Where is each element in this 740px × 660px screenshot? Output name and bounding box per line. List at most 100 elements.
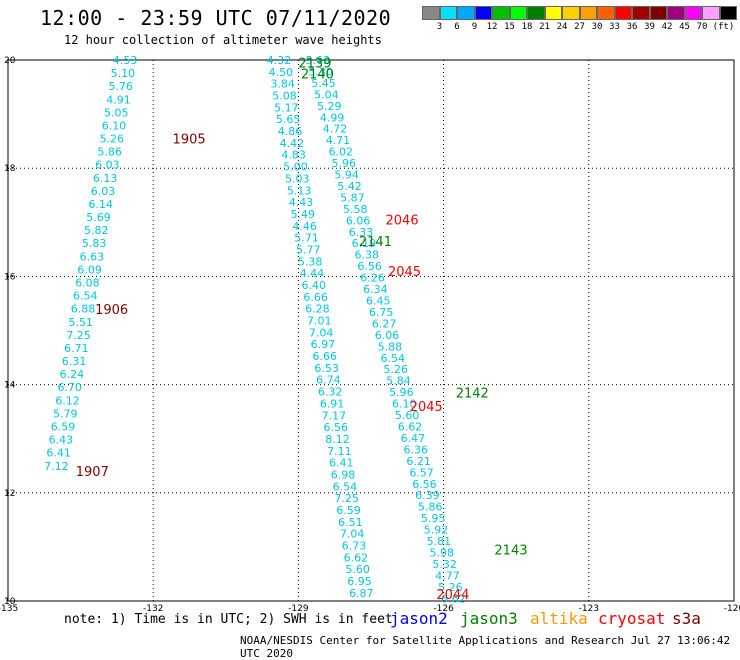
y-tick-label: 12 [4,489,15,499]
colorbar-label: 15 [504,22,515,32]
wave-height-value: 6.73 [342,540,367,553]
wave-height-value: 5.30 [308,65,333,78]
satellite-legend-altika: altika [530,609,588,628]
wave-height-value: 4.99 [320,111,345,124]
wave-height-value: 6.66 [303,291,328,304]
wave-height-value: 6.88 [71,303,96,316]
wave-height-value: 6.19 [352,237,377,250]
wave-height-value: 5.04 [314,88,339,101]
wave-height-value: 6.03 [91,185,116,198]
wave-height-value: 5.77 [296,243,321,256]
wave-height-value: 6.34 [363,283,388,296]
colorbar-swatch [667,6,685,20]
wave-height-value: 4.43 [289,196,314,209]
colorbar-swatch [562,6,580,20]
wave-height-value: 5.76 [108,80,133,93]
wave-height-value: 6.38 [355,249,380,262]
colorbar-label: 39 [644,22,655,32]
wave-height-value: 6.71 [64,342,89,355]
wave-height-value: 6.41 [329,457,354,470]
wave-height-value: 6.56 [357,260,382,273]
colorbar-label: 30 [591,22,603,32]
colorbar-swatch [632,6,650,20]
colorbar-label: 27 [574,22,585,32]
wave-height-value: 5.60 [395,409,420,422]
colorbar-swatch [527,6,545,20]
wave-height-value: 6.45 [366,295,391,308]
wave-height-value: 6.08 [75,277,100,290]
wave-height-value: 5.60 [345,563,370,576]
wave-height-value: 6.62 [344,551,369,564]
wave-height-value: 6.02 [329,146,354,159]
wave-height-value: 5.13 [287,184,312,197]
pass-time-label: 2045 [388,265,421,280]
colorbar-label: 18 [521,22,533,32]
colorbar-label: 12 [486,22,498,32]
wave-height-value: 6.91 [320,397,345,410]
wave-height-value: 5.86 [418,501,443,514]
wave-height-value: 6.03 [95,159,120,172]
wave-height-value: 5.86 [97,146,122,159]
colorbar-label: 42 [661,22,673,32]
satellite-legend-cryosat: cryosat [598,609,666,628]
pass-time-label: 2143 [494,544,527,559]
colorbar-swatch [422,6,440,20]
colorbar-swatch [702,6,720,20]
wave-height-value: 7.17 [322,409,347,422]
wave-height-value: 6.62 [398,420,423,433]
colorbar-swatch [544,6,562,20]
colorbar-label: 70 [696,22,708,32]
credit-line: NOAA/NESDIS Center for Satellite Applica… [240,634,731,660]
wave-height-value: 5.08 [272,90,297,103]
satellite-legend-s3a: s3a [672,609,701,628]
wave-height-value: 7.04 [309,326,334,339]
wave-height-value: 6.14 [88,198,113,211]
wave-height-value: 5.26 [383,363,408,376]
wave-height-value: 7.04 [340,528,365,541]
pass-time-label: 2044 [436,588,469,603]
pass-time-label: 1906 [95,303,128,318]
pass-time-label: 2139 [298,57,331,72]
wave-height-value: 5.96 [331,157,356,170]
wave-height-value: 6.54 [380,352,405,365]
wave-height-value: 6.62 [441,592,466,605]
wave-height-value: 6.95 [347,575,372,588]
wave-height-value: 5.87 [340,191,365,204]
colorbar-swatch [474,6,492,20]
wave-height-value: 6.47 [401,432,426,445]
x-tick-label: -135 [0,604,18,614]
wave-height-value: 6.33 [349,226,374,239]
x-tick-label: -132 [143,604,163,614]
wave-height-value: 6.06 [375,329,400,342]
wave-height-value: 4.72 [323,123,348,136]
colorbar-label: (ft) [712,22,735,32]
wave-height-value: 5.49 [291,208,316,221]
x-tick-label: -126 [433,604,454,614]
wave-height-value: 5.05 [104,106,129,119]
wave-height-value: 6.70 [57,381,82,394]
pass-time-label: 1905 [173,132,206,147]
wave-height-value: 5.92 [424,524,449,537]
plot-frame [7,59,735,602]
wave-height-value: 5.29 [317,100,342,113]
wave-height-value: 5.94 [334,169,359,182]
colorbar-label: 24 [556,22,568,32]
wave-height-value: 5.03 [285,172,310,185]
wave-height-value: 6.43 [49,434,74,447]
wave-height-value: 6.40 [302,279,327,292]
colorbar-label: 33 [609,22,620,32]
y-tick-label: 10 [4,597,16,607]
satellite-tracks: 4.535.105.764.915.056.105.265.866.036.13… [44,54,465,605]
wave-height-value: 4.91 [106,93,131,106]
wave-height-value: 3.84 [270,78,295,91]
wave-height-value: 6.66 [313,350,338,363]
wave-height-value: 5.84 [386,375,411,388]
colorbar-label: 45 [679,22,690,32]
x-tick-label: -120 [724,604,740,614]
wave-height-value: 5.42 [337,180,362,193]
x-tick-label: -123 [579,604,599,614]
wave-height-value: 6.53 [314,362,339,375]
wave-height-value: 6.51 [338,516,363,529]
pass-time-label: 1907 [76,465,109,480]
